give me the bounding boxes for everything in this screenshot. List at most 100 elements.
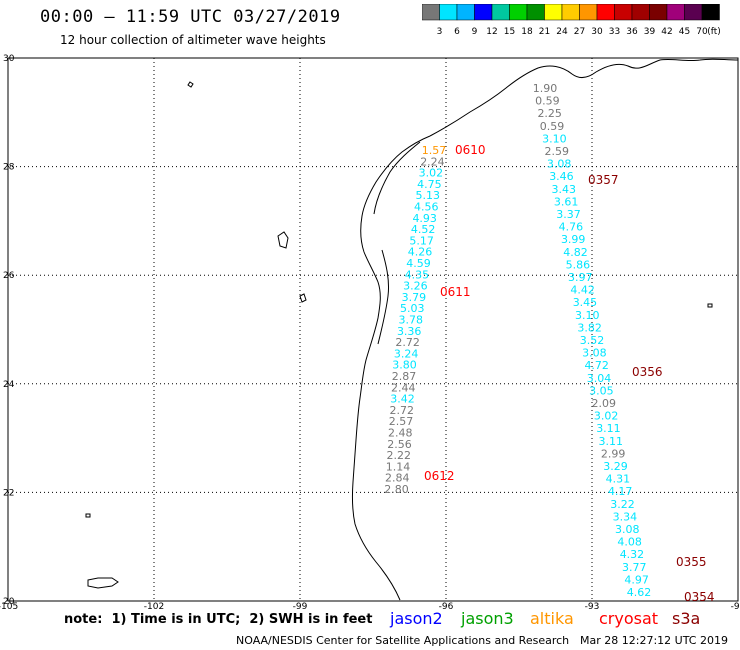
wave-height-label: 2.24 <box>420 155 445 168</box>
lon-label: -99 <box>293 602 308 612</box>
wave-height-label: 3.52 <box>580 334 605 347</box>
wave-height-label: 3.43 <box>552 183 577 196</box>
wave-height-label: 4.56 <box>414 201 439 214</box>
wave-height-label: 2.80 <box>384 483 409 496</box>
pass-time-label: 0356 <box>632 365 663 379</box>
wave-height-label: 4.52 <box>411 223 436 236</box>
inland-feature-4 <box>85 513 91 518</box>
wave-height-label: 3.61 <box>554 195 579 208</box>
inland-feature-2 <box>277 231 289 249</box>
wave-height-label: 4.17 <box>608 485 633 498</box>
pass-time-label: 0357 <box>588 173 619 187</box>
wave-height-label: 3.10 <box>542 132 567 145</box>
colorbar-unit: (ft) <box>707 27 721 37</box>
wave-height-label: 2.99 <box>601 447 626 460</box>
wave-height-label: 3.97 <box>568 271 593 284</box>
wave-height-label: 2.87 <box>392 370 417 383</box>
wave-height-label: 5.17 <box>409 234 434 247</box>
map-title: 00:00 – 11:59 UTC 03/27/2019 <box>40 7 341 27</box>
wave-height-label: 1.57 <box>422 144 447 157</box>
wave-height-label: 5.03 <box>400 302 425 315</box>
map-subtitle: 12 hour collection of altimeter wave hei… <box>60 33 326 47</box>
wave-height-label: 3.11 <box>596 422 621 435</box>
offshore-speck <box>707 303 713 308</box>
padre-island <box>377 249 389 345</box>
wave-height-label: 3.10 <box>575 309 600 322</box>
wave-height-label: 3.77 <box>622 561 647 574</box>
wave-height-label: 3.08 <box>615 523 640 536</box>
wave-height-label: 4.62 <box>627 586 652 599</box>
barrier-island <box>373 141 421 215</box>
wave-height-label: 2.48 <box>388 427 413 440</box>
wave-height-label: 2.57 <box>389 415 414 428</box>
wave-height-label: 5.86 <box>566 258 591 271</box>
colorbar-label: 36 <box>626 27 638 37</box>
wave-height-label: 2.56 <box>387 438 412 451</box>
wave-height-label: 3.42 <box>390 393 415 406</box>
wave-height-label: 3.02 <box>419 167 444 180</box>
colorbar-label: 70 <box>696 27 708 37</box>
texas-coastline <box>351 135 431 601</box>
wave-height-label: 4.75 <box>417 178 442 191</box>
wave-height-label: 4.35 <box>405 268 430 281</box>
lat-label: 20 <box>3 597 15 607</box>
colorbar-label: 24 <box>556 27 568 37</box>
footer-timestamp: Mar 28 12:27:12 UTC 2019 <box>580 634 728 647</box>
colorbar-label: 27 <box>574 27 585 37</box>
colorbar-swatch <box>701 4 720 21</box>
lat-label: 22 <box>3 488 14 498</box>
colorbar-label: 39 <box>644 27 656 37</box>
footer-source: NOAA/NESDIS Center for Satellite Applica… <box>236 634 570 647</box>
pass-time-label: 0354 <box>684 590 715 604</box>
wave-height-label: 3.04 <box>587 372 612 385</box>
wave-height-label: 5.13 <box>416 189 441 202</box>
wave-height-label: 3.34 <box>613 510 638 523</box>
wave-height-label: 2.09 <box>592 397 617 410</box>
colorbar-label: 3 <box>437 27 443 37</box>
wave-height-label: 0.59 <box>535 95 560 108</box>
wave-height-label: 3.29 <box>603 460 628 473</box>
wave-height-label: 4.72 <box>584 359 609 372</box>
lat-label: 28 <box>3 163 15 173</box>
wave-height-label: 1.90 <box>533 82 558 95</box>
colorbar-label: 45 <box>679 27 690 37</box>
wave-height-label: 3.05 <box>589 384 614 397</box>
wave-height-label: 3.78 <box>399 314 424 327</box>
wave-height-label: 2.59 <box>545 145 570 158</box>
wave-height-label: 3.08 <box>547 158 572 171</box>
wave-height-label: 3.45 <box>573 296 598 309</box>
wave-height-label: 1.14 <box>386 460 411 473</box>
pass-time-label: 0610 <box>455 143 486 157</box>
legend-altika: altika <box>530 609 574 628</box>
pass-time-label: 0611 <box>440 285 471 299</box>
wave-height-label: 4.08 <box>617 536 642 549</box>
gulf-coastline <box>429 58 739 137</box>
wave-height-label: 3.46 <box>549 170 574 183</box>
lat-label: 24 <box>3 380 15 390</box>
wave-height-label: 4.26 <box>408 246 433 259</box>
lat-label: 26 <box>3 271 15 281</box>
inland-feature-3 <box>299 293 307 303</box>
wave-height-label: 4.76 <box>559 221 584 234</box>
colorbar-label: 42 <box>661 27 672 37</box>
wave-height-label: 3.26 <box>403 280 428 293</box>
wave-height-label: 3.82 <box>577 321 602 334</box>
satellite-tracks: 1.572.243.024.755.134.564.934.525.174.26… <box>384 82 651 599</box>
wave-height-label: 3.22 <box>610 498 635 511</box>
legend-jason3: jason3 <box>461 609 514 628</box>
wave-height-label: 2.44 <box>391 381 416 394</box>
inland-feature-1 <box>187 81 194 88</box>
colorbar-label: 6 <box>454 27 460 37</box>
legend-s3a: s3a <box>672 609 701 628</box>
lon-label: -93 <box>585 602 600 612</box>
wave-height-label: 4.59 <box>406 257 431 270</box>
lon-label: -90 <box>731 602 740 612</box>
lon-label: -105 <box>0 602 18 612</box>
wave-height-label: 3.79 <box>402 291 427 304</box>
wave-height-label: 3.37 <box>556 208 581 221</box>
legend-jason2: jason2 <box>390 609 443 628</box>
lon-label: -96 <box>439 602 454 612</box>
wave-height-label: 4.82 <box>563 246 588 259</box>
colorbar-label: 12 <box>486 27 497 37</box>
wave-height-colorbar: 3 6 9 12 15 18 21 24 27 30 33 36 39 42 45 70 (ft) <box>422 4 721 37</box>
